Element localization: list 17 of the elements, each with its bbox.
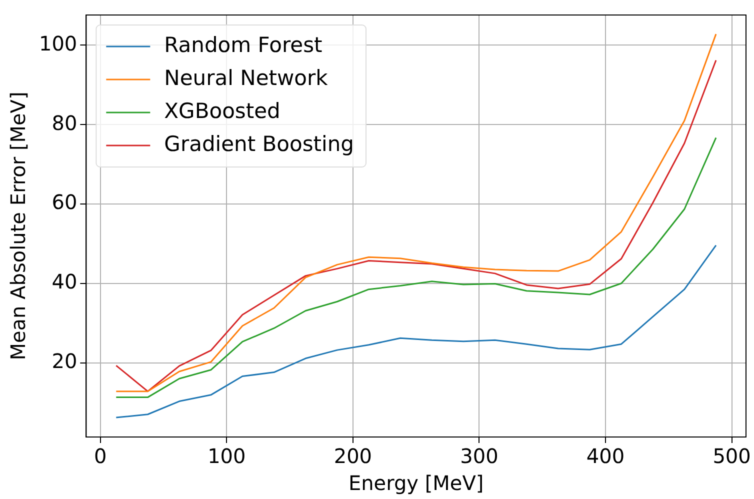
x-tick-label: 500 xyxy=(712,444,751,468)
y-tick-label: 60 xyxy=(52,190,78,214)
y-axis-title: Mean Absolute Error [MeV] xyxy=(6,92,30,360)
y-tick-label: 20 xyxy=(52,348,78,373)
y-tick-label: 100 xyxy=(38,31,78,56)
x-axis-title: Energy [MeV] xyxy=(348,471,484,496)
y-tick-label: 80 xyxy=(52,110,78,135)
y-tick-label: 40 xyxy=(52,270,78,294)
x-tick-label: 300 xyxy=(460,444,498,468)
legend-label: Neural Network xyxy=(164,66,329,90)
x-tick-label: 100 xyxy=(208,444,246,468)
legend-label: Gradient Boosting xyxy=(164,132,354,156)
legend-label: Random Forest xyxy=(164,32,322,57)
legend-label: XGBoosted xyxy=(164,98,280,123)
x-tick-label: 200 xyxy=(334,444,372,468)
x-tick-label: 400 xyxy=(586,444,625,468)
x-tick-label: 0 xyxy=(94,444,107,468)
